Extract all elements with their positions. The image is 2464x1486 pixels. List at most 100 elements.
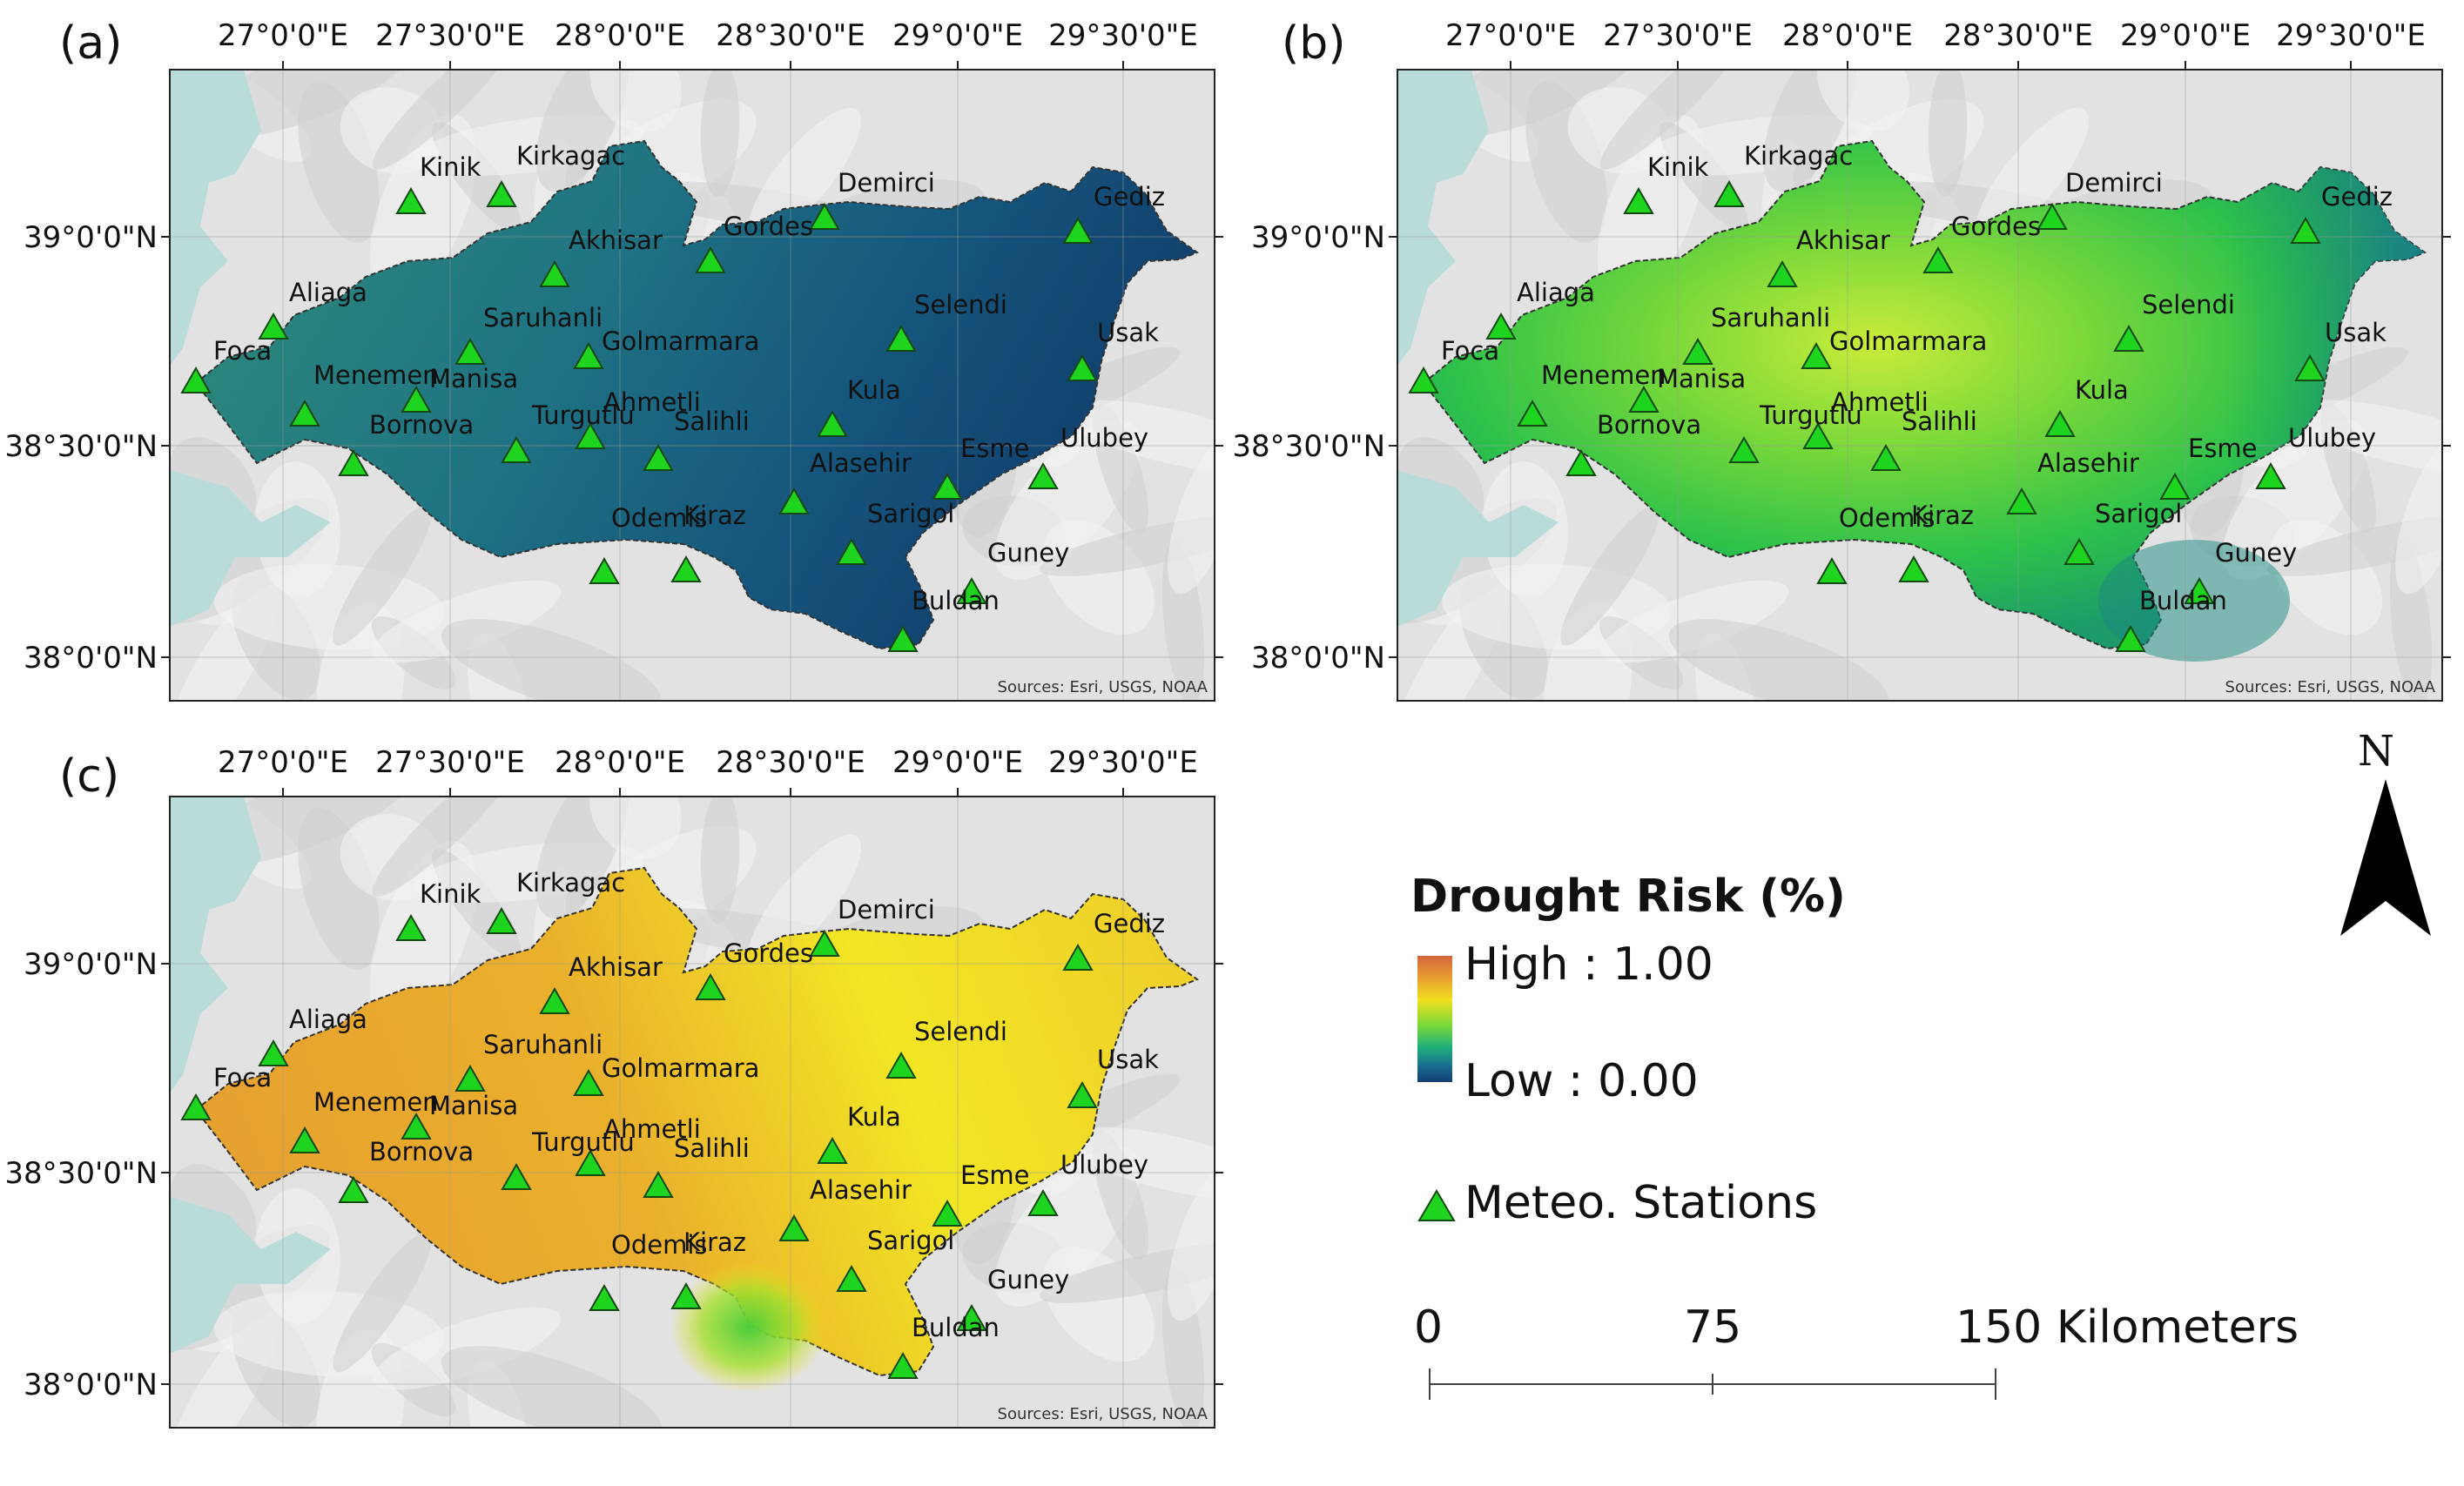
longitude-tick-label: 29°0'0"E [892,18,1023,53]
sea-area [1397,70,1489,366]
station-label: Usak [1097,1045,1159,1074]
station-marker [2290,216,2321,244]
station-marker [1801,341,1832,369]
station-label: Selendi [914,1017,1007,1046]
legend-high-label: High : 1.00 [1464,938,1713,991]
station-label: Buldan [912,1313,1000,1342]
sea-area [170,797,261,1093]
longitude-tick-label: 29°30'0"E [1048,745,1198,780]
station-label: Sarigol [867,1226,954,1255]
map-frame [169,796,1215,1429]
latitude-tick-label: 38°0'0"N [24,1368,158,1402]
station-label: Manisa [429,1091,518,1120]
station-marker [454,1064,486,1092]
station-marker [1802,421,1834,449]
station-marker [501,435,532,463]
longitude-tick-label: 28°0'0"E [1782,18,1913,53]
station-label: Kula [847,375,901,405]
station-marker [539,259,570,287]
station-label: Gordes [724,938,813,968]
station-label: Sarigol [2095,499,2182,528]
legend-low-label: Low : 0.00 [1464,1055,1699,1107]
station-label: Akhisar [1796,225,1890,255]
north-letter: N [2358,727,2394,776]
station-marker [539,986,570,1014]
station-triangle-icon [1417,1189,1456,1221]
station-marker [1062,216,1094,244]
station-label: Gordes [724,212,813,241]
station-marker [817,409,848,437]
station-label: Kinik [1647,152,1709,182]
scale-bar [1429,1368,1996,1400]
station-label: Golmarmara [1829,326,1987,356]
latitude-tick-label: 39°0'0"N [24,220,158,255]
station-label: Menemen [313,360,439,390]
station-label: Golmarmara [602,1053,759,1083]
legend-title: Drought Risk (%) [1410,871,1846,923]
station-marker [575,1148,606,1176]
station-label: Gediz [1094,909,1165,938]
station-marker [1767,259,1798,287]
station-marker [338,1175,369,1203]
station-marker [289,399,320,427]
station-marker [1898,555,1929,582]
latitude-tick-label: 39°0'0"N [24,947,158,982]
drought-risk-surface [194,139,1200,650]
station-marker [2063,537,2095,565]
station-marker [395,186,427,214]
station-label: Kirkagac [516,141,625,171]
station-label: Turgutlu [1759,400,1862,430]
station-label: Sarigol [867,499,954,528]
station-marker [589,1283,620,1311]
station-marker [817,1136,848,1164]
longitude-tick-label: 27°30'0"E [375,18,525,53]
source-credit: Sources: Esri, USGS, NOAA [2225,678,2436,696]
station-marker [589,556,620,584]
station-label: Guney [987,1265,1069,1294]
station-label: Selendi [914,290,1007,319]
station-marker [1713,179,1745,207]
map-frame [169,69,1215,702]
sea-area [1397,470,1559,627]
station-marker [1067,1080,1098,1108]
latitude-tick-label: 38°30'0"N [4,1156,158,1191]
station-label: Gordes [1951,212,2041,241]
map-panel-b: 27°0'0"E 27°30'0"E 28°0'0"E 28°30'0"E 29°0'0… [1232,18,2451,702]
station-marker [836,537,867,565]
station-label: Ahmetli [603,387,701,417]
station-label: Saruhanli [1711,303,1830,333]
map-panel-c: 27°0'0"E 27°30'0"E 28°0'0"E 28°30'0"E 29°0'0… [4,745,1223,1429]
station-label: Esme [960,434,1030,463]
station-marker [1485,312,1517,340]
longitude-tick-label: 28°30'0"E [716,745,865,780]
station-marker [486,906,517,934]
station-label: Bornova [1597,410,1701,440]
station-marker [885,1051,917,1079]
sea-area [170,70,261,366]
station-label: Kiraz [683,501,746,530]
station-marker [956,576,987,604]
station-label: Selendi [2142,290,2235,319]
station-label: Gediz [1094,182,1165,212]
longitude-tick-label: 28°0'0"E [555,745,685,780]
station-marker [670,1281,702,1309]
longitude-tick-label: 29°0'0"E [2120,18,2251,53]
station-label: Kula [2075,375,2129,405]
station-marker [1728,435,1760,463]
station-marker [885,324,917,352]
station-label: Salihli [1902,407,1977,436]
station-label: Kirkagac [516,868,625,898]
station-label: Kinik [420,152,481,182]
station-label: Alasehir [810,448,912,478]
station-marker [2006,487,2037,514]
station-marker [575,421,606,449]
station-label: Foca [1441,336,1499,366]
station-label: Saruhanli [483,303,603,333]
station-label: Saruhanli [483,1030,603,1059]
station-marker [258,1039,289,1066]
station-label: Buldan [2139,586,2227,615]
longitude-tick-label: 27°30'0"E [375,745,525,780]
station-marker [258,312,289,340]
latitude-tick-label: 38°0'0"N [1251,641,1385,676]
latitude-tick-label: 38°30'0"N [4,429,158,464]
